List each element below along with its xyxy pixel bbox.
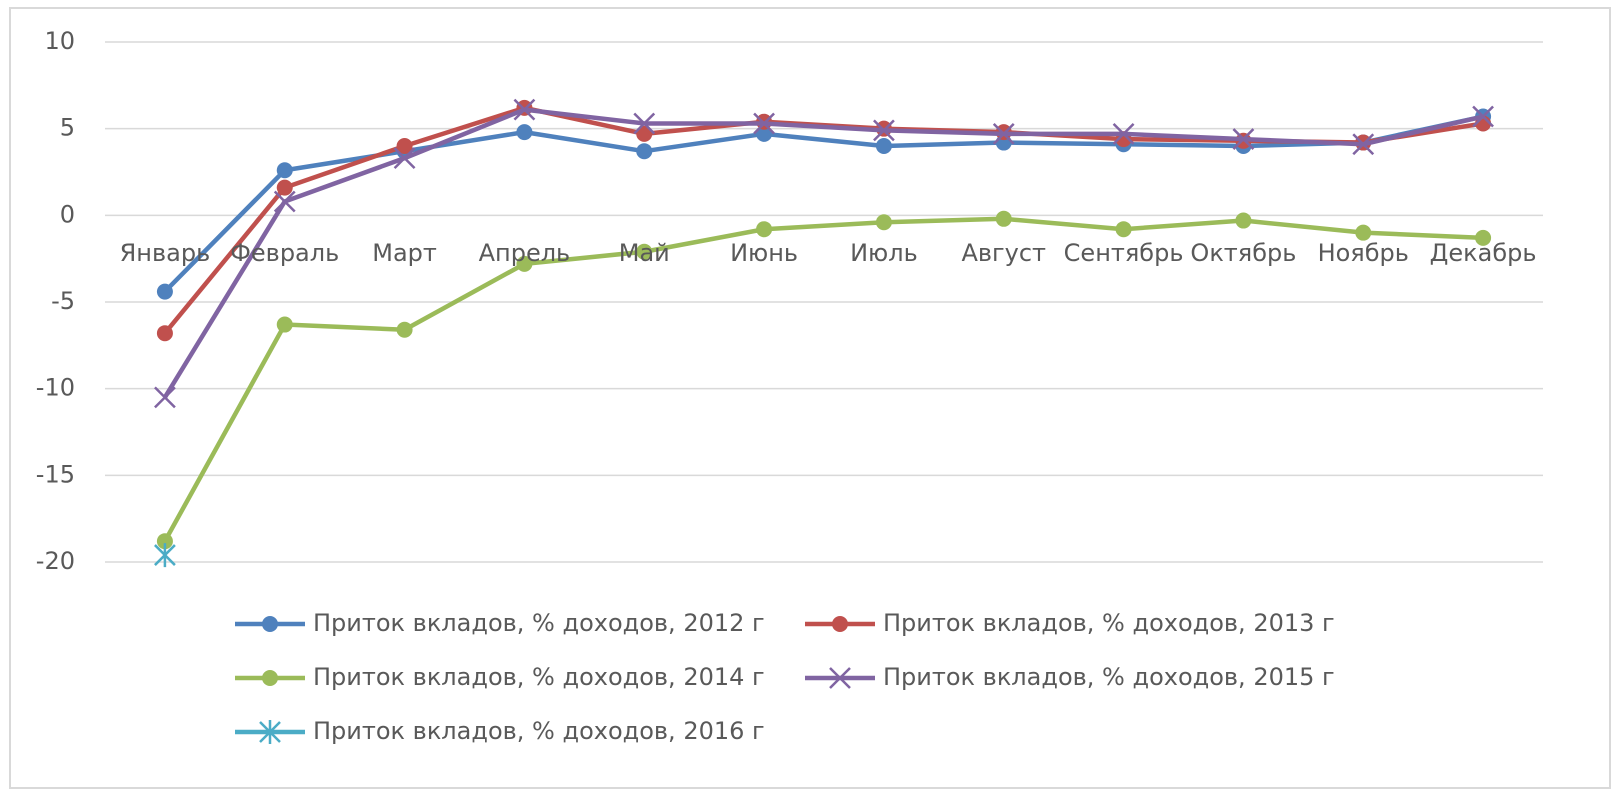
x-tick-label: Февраль <box>230 239 339 267</box>
y-tick-label: -20 <box>36 547 75 575</box>
marker <box>154 386 176 409</box>
marker <box>156 533 173 550</box>
marker <box>995 210 1012 227</box>
x-tick-label: Апрель <box>479 239 571 267</box>
marker <box>154 543 176 568</box>
marker <box>396 321 413 338</box>
x-tick-label: Ноябрь <box>1318 239 1409 267</box>
marker <box>992 122 1015 145</box>
marker <box>1235 212 1252 229</box>
marker <box>636 243 653 260</box>
marker <box>156 325 173 342</box>
x-tick-label: Август <box>961 239 1046 267</box>
marker <box>636 143 653 160</box>
legend-label: Приток вкладов, % доходов, 2012 г <box>313 609 765 637</box>
x-tick-label: Май <box>619 239 670 267</box>
y-tick-label: -15 <box>36 460 75 488</box>
legend-label: Приток вкладов, % доходов, 2016 г <box>313 717 765 745</box>
series-line <box>162 107 1484 399</box>
lines <box>154 98 1494 568</box>
marker <box>1355 224 1372 241</box>
x-tick-label: Январь <box>120 239 211 267</box>
legend: Приток вкладов, % доходов, 2012 г Приток … <box>235 609 1335 745</box>
y-tick-label: -10 <box>36 374 75 402</box>
marker <box>873 119 895 142</box>
marker <box>636 125 653 142</box>
legend-label: Приток вкладов, % доходов, 2013 г <box>883 609 1335 637</box>
x-tick-label: Июль <box>850 239 918 267</box>
marker <box>276 162 293 179</box>
y-tick-label: 0 <box>60 200 75 228</box>
y-tick-label: -5 <box>51 287 75 315</box>
x-tick-label: Декабрь <box>1430 239 1537 267</box>
marker <box>273 190 296 213</box>
marker <box>875 138 892 154</box>
marker <box>262 670 278 686</box>
marker <box>516 124 533 141</box>
marker <box>1115 221 1132 238</box>
marker <box>1352 133 1375 156</box>
x-tick-label: Июнь <box>730 239 798 267</box>
y-tick-label: 10 <box>44 27 75 55</box>
legend-label: Приток вкладов, % доходов, 2014 г <box>313 663 765 691</box>
marker <box>276 316 293 333</box>
marker <box>832 616 848 632</box>
marker <box>262 616 278 632</box>
x-tick-label: Сентябрь <box>1064 239 1184 267</box>
marker <box>276 179 293 196</box>
marker <box>756 221 773 238</box>
marker <box>875 214 892 231</box>
series-line <box>162 216 1484 543</box>
marker <box>393 147 416 170</box>
marker <box>753 112 775 135</box>
marker <box>1112 122 1135 145</box>
marker <box>396 138 413 154</box>
marker <box>513 98 536 121</box>
marker <box>1475 229 1492 246</box>
marker <box>633 112 656 135</box>
y-tick-label: 5 <box>60 114 75 142</box>
marker <box>156 283 173 300</box>
labels: -20 -15 -10 -5 0 5 10 Январь Февраль Март Апрель Ма… <box>36 27 1537 575</box>
marker <box>1232 128 1255 150</box>
marker <box>516 255 533 272</box>
x-tick-label: Октябрь <box>1190 239 1296 267</box>
marker <box>829 667 851 689</box>
marker <box>259 720 281 744</box>
marker <box>756 125 773 142</box>
x-tick-label: Март <box>372 239 437 267</box>
legend-label: Приток вкладов, % доходов, 2015 г <box>883 663 1335 691</box>
marker <box>1472 105 1494 128</box>
